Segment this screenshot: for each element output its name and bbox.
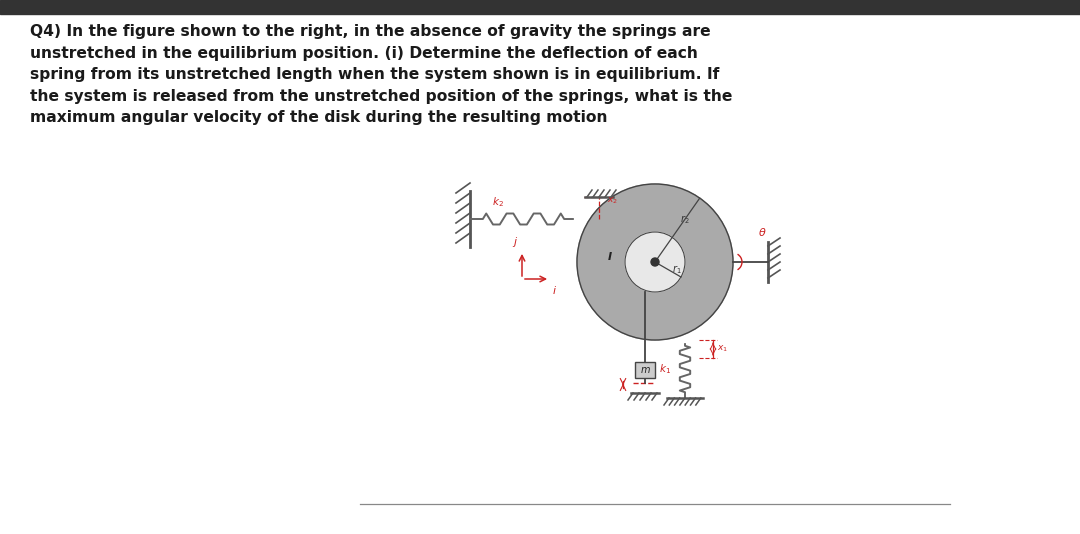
Text: Q4) In the figure shown to the right, in the absence of gravity the springs are
: Q4) In the figure shown to the right, in…: [30, 24, 732, 125]
Bar: [635, 362, 654, 378]
Circle shape: [575, 216, 580, 222]
Bar: [0, 0, 1080, 14]
Text: m: m: [640, 365, 650, 375]
Circle shape: [625, 232, 685, 292]
Circle shape: [651, 258, 659, 266]
Text: i: i: [553, 286, 556, 296]
Text: $\theta$: $\theta$: [758, 226, 767, 238]
Text: $x_1$: $x_1$: [717, 344, 728, 354]
Text: I: I: [608, 252, 612, 262]
Text: $r_1$: $r_1$: [672, 264, 681, 277]
Text: $r_2$: $r_2$: [680, 214, 690, 226]
Text: $k_2$: $k_2$: [492, 195, 504, 209]
Text: $k_1$: $k_1$: [659, 362, 671, 376]
Circle shape: [683, 337, 688, 342]
Text: $x_2$: $x_2$: [607, 196, 618, 206]
Text: j: j: [513, 237, 516, 247]
Circle shape: [577, 184, 733, 340]
